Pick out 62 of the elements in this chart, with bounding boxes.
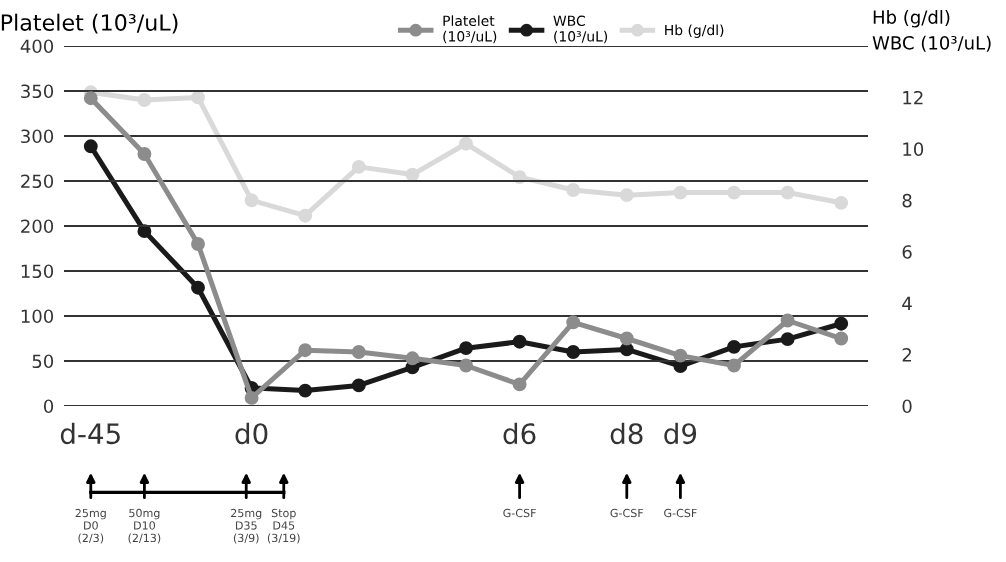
y-tick-label: 150 [21, 264, 54, 279]
point [351, 378, 366, 393]
point [619, 342, 634, 357]
y-tick-label: 50 [32, 354, 54, 369]
point [566, 345, 581, 359]
y2-tick-label: 12 [903, 90, 923, 105]
point [566, 315, 581, 330]
point [191, 237, 205, 251]
point [244, 193, 259, 208]
y2-tick-label: 0 [902, 399, 912, 414]
y-tick-label: 100 [21, 309, 54, 324]
point [780, 332, 795, 347]
point [351, 345, 366, 359]
y2-tick-label: 8 [902, 193, 912, 208]
point [137, 147, 152, 161]
y-tick-label: 0 [43, 399, 54, 414]
point [459, 341, 473, 356]
point [780, 313, 795, 328]
point [619, 331, 634, 346]
y2-tick-label: 10 [903, 142, 924, 156]
y-tick-label: 400 [20, 39, 54, 54]
y-axis-title: Platelet (10³/uL) [1, 13, 178, 34]
point [83, 91, 98, 106]
point [191, 280, 205, 295]
point [351, 159, 366, 174]
y-tick-label: 200 [21, 219, 54, 234]
y-tick-label: 250 [21, 174, 54, 189]
point [834, 331, 849, 346]
x-tick-label: d6 [503, 422, 536, 445]
point [298, 343, 313, 358]
point [137, 93, 152, 107]
point [191, 90, 205, 105]
point [673, 185, 688, 200]
y-tick-label: 350 [21, 84, 54, 99]
point [405, 167, 420, 182]
point [83, 139, 98, 154]
x-tick-label: d8 [610, 422, 643, 445]
point [834, 195, 849, 210]
point [727, 358, 741, 373]
point [459, 136, 473, 151]
y2-tick-label: 2 [902, 348, 912, 362]
point [673, 348, 688, 363]
point [512, 377, 527, 392]
point [727, 339, 741, 354]
y2-tick-label: 6 [902, 245, 912, 259]
point [405, 351, 420, 366]
point [566, 183, 581, 197]
point [298, 383, 313, 398]
point [834, 316, 849, 331]
y2-tick-label: 4 [902, 296, 912, 310]
point [298, 208, 313, 223]
y-tick-label: 300 [21, 129, 54, 144]
point [727, 185, 741, 200]
point [512, 334, 527, 349]
x-tick-label: d0 [235, 422, 268, 445]
point [244, 390, 259, 405]
point [619, 188, 634, 203]
x-tick-label: d-45 [60, 422, 120, 445]
x-tick-label: d9 [664, 422, 697, 445]
point [780, 185, 795, 200]
point [459, 358, 473, 373]
y2-axis-title: Hb (g/dl) WBC (10³/uL) [872, 10, 991, 52]
